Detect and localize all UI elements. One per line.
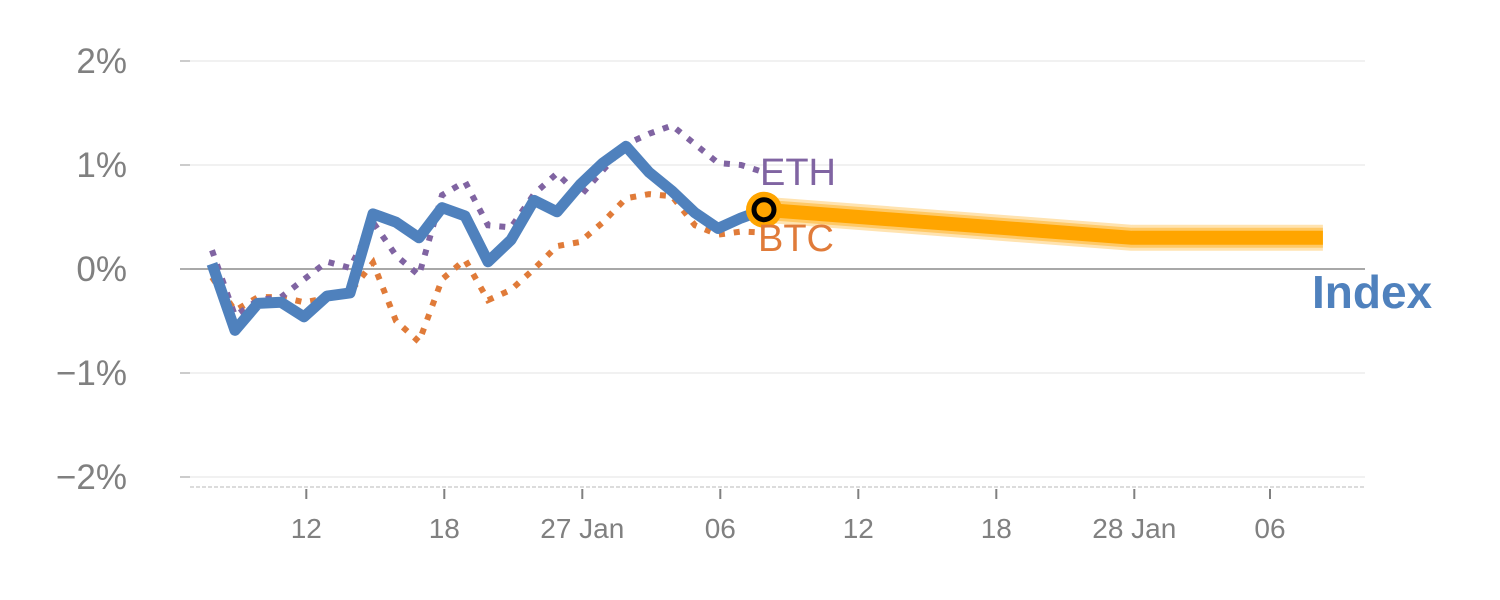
x-axis: 12 18 27 Jan 06 12 18 28 Jan 06: [291, 489, 1286, 544]
series-label-eth: ETH: [760, 152, 836, 194]
x-tick-label: 12: [843, 513, 874, 544]
y-tick-label: −1%: [56, 354, 127, 393]
y-axis: 2% 1% 0% −1% −2%: [56, 42, 190, 497]
x-tick-label: 27 Jan: [540, 513, 624, 544]
y-tick-label: 2%: [76, 42, 127, 81]
series-line-btc: [209, 191, 765, 348]
x-tick-label: 18: [981, 513, 1012, 544]
series-label-index: Index: [1312, 266, 1433, 318]
series-lines: [206, 122, 1323, 348]
forecast-line: [763, 202, 1323, 245]
series-label-btc: BTC: [758, 218, 834, 260]
x-tick-label: 28 Jan: [1092, 513, 1176, 544]
series-line-index: [206, 140, 766, 336]
x-tick-label: 12: [291, 513, 322, 544]
y-tick-label: −2%: [56, 458, 127, 497]
y-tick-label: 1%: [76, 146, 127, 185]
x-tick-label: 06: [705, 513, 736, 544]
y-tick-label: 0%: [76, 250, 127, 289]
x-tick-label: 06: [1254, 513, 1285, 544]
x-tick-label: 18: [429, 513, 460, 544]
current-point-ring: [751, 197, 777, 223]
grid: [180, 60, 1365, 488]
series-line-eth: [209, 122, 765, 321]
current-point-marker: [746, 191, 782, 228]
